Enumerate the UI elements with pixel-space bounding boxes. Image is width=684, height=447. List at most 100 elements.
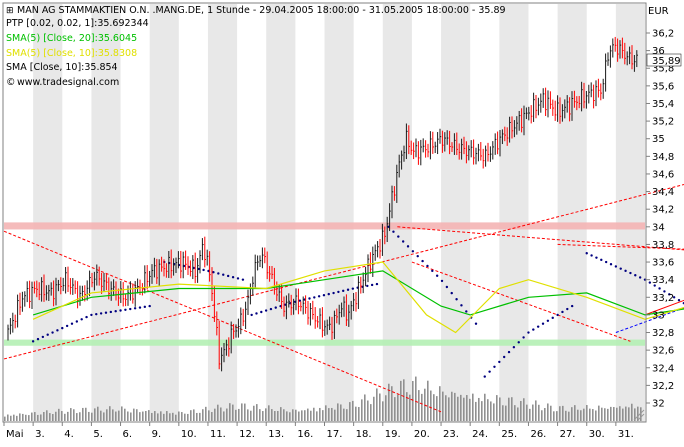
volume-bar: [475, 401, 477, 421]
volume-bar: [250, 410, 252, 421]
trend-line: [411, 261, 631, 342]
volume-bar: [106, 409, 108, 421]
y-tick-label: 33,4: [652, 275, 674, 286]
sar-dot: [138, 306, 142, 309]
volume-bar: [394, 397, 396, 421]
day-shade: [499, 4, 529, 422]
sar-dot: [474, 322, 478, 325]
volume-bar: [121, 406, 123, 421]
volume-bar: [229, 403, 231, 421]
volume-bar: [442, 391, 444, 421]
volume-bar: [232, 404, 234, 421]
sar-dot: [212, 271, 215, 274]
sar-dot: [431, 269, 434, 273]
volume-bar: [190, 410, 192, 421]
volume-bar: [370, 404, 372, 421]
volume-bar: [334, 409, 336, 421]
volume-bar: [85, 407, 87, 421]
volume-bar: [262, 411, 264, 421]
volume-bar: [310, 410, 312, 421]
sar-dot: [143, 305, 147, 309]
volume-bar: [391, 386, 393, 421]
volume-bar: [595, 410, 597, 421]
indicator-sma10[interactable]: SMA(5) [Close, 10]:35.8308: [6, 48, 137, 59]
y-tick-label: 35: [652, 134, 665, 145]
volume-bar: [328, 408, 330, 421]
sar-dot: [366, 284, 369, 288]
sar-dot: [406, 245, 410, 248]
sar-dot: [104, 311, 108, 314]
volume-bar: [136, 409, 138, 421]
volume-bar: [142, 411, 144, 421]
volume-bar: [610, 406, 612, 421]
volume-bar: [511, 397, 513, 421]
sar-dot: [411, 250, 415, 253]
volume-bar: [322, 410, 324, 421]
resize-grip-icon[interactable]: [633, 409, 645, 421]
volume-bar: [598, 405, 600, 421]
volume-bar: [529, 408, 531, 421]
volume-bar: [73, 409, 75, 421]
day-shade: [207, 4, 238, 422]
sar-dot: [351, 287, 355, 290]
x-tick-label: 12.: [239, 429, 255, 440]
volume-bar: [361, 399, 363, 421]
indicator-sma-close[interactable]: SMA [Close, 10]:35.854: [6, 62, 118, 73]
x-tick-label: 16.: [297, 429, 313, 440]
currency-label: EUR: [648, 6, 669, 17]
x-tick-label: 9.: [152, 429, 162, 440]
volume-bar: [235, 409, 237, 421]
x-tick-label: 20.: [414, 429, 430, 440]
volume-bar: [484, 393, 486, 421]
indicator-ptp[interactable]: PTP [0.02, 0.02, 1]:35.692344: [6, 18, 149, 29]
x-tick-label: 23.: [443, 429, 459, 440]
sar-dot: [600, 258, 603, 262]
volume-bar: [199, 412, 201, 421]
sar-dot: [401, 240, 405, 243]
indicator-sma20[interactable]: SMA(5) [Close, 20]:35.6045: [6, 33, 137, 44]
volume-bar: [547, 403, 549, 421]
volume-bar: [67, 411, 69, 421]
volume-bar: [169, 413, 171, 421]
volume-bar: [37, 414, 39, 421]
title-expand-icon[interactable]: ⊞: [6, 6, 14, 16]
sar-dot: [483, 375, 486, 378]
horizontal-bands: [4, 222, 645, 346]
volume-bar: [151, 412, 153, 421]
volume-bar: [619, 406, 621, 421]
y-tick-label: 33,2: [652, 293, 674, 304]
volume-bar: [439, 386, 441, 421]
sar-dot: [585, 252, 588, 255]
trend-line: [397, 226, 684, 251]
sar-dot: [614, 265, 618, 268]
volume-bar: [358, 407, 360, 421]
moving-averages: [32, 261, 684, 334]
sar-dot: [85, 315, 88, 319]
x-tick-label: 17.: [327, 429, 343, 440]
volume-bar: [625, 406, 627, 421]
sar-dot: [512, 346, 516, 349]
volume-bar: [181, 412, 183, 421]
volume-bar: [52, 413, 54, 421]
volume-bar: [466, 395, 468, 421]
volume-bar: [127, 411, 129, 421]
volume-bar: [628, 407, 630, 421]
sar-dot: [517, 341, 520, 344]
y-tick-label: 36,2: [652, 29, 674, 40]
sar-dot: [416, 254, 419, 258]
volume-bar: [412, 381, 414, 421]
x-tick-label: 5.: [93, 429, 103, 440]
volume-bar: [454, 392, 456, 421]
sar-dot: [493, 365, 496, 368]
volume-bar: [388, 383, 390, 421]
volume-bar: [565, 410, 567, 421]
sar-dot: [609, 263, 613, 266]
y-tick-label: 34,8: [652, 152, 674, 163]
volume-bar: [331, 407, 333, 421]
volume-bar: [205, 406, 207, 421]
volume-bar: [343, 408, 345, 421]
x-axis: Mai 3. 4. 5. 6. 9. 10. 11. 12. 13. 16. 17. 18. 19. 20.…: [3, 422, 634, 440]
volume-bar: [184, 413, 186, 421]
volume-bar: [307, 408, 309, 421]
sar-dot: [109, 310, 113, 314]
